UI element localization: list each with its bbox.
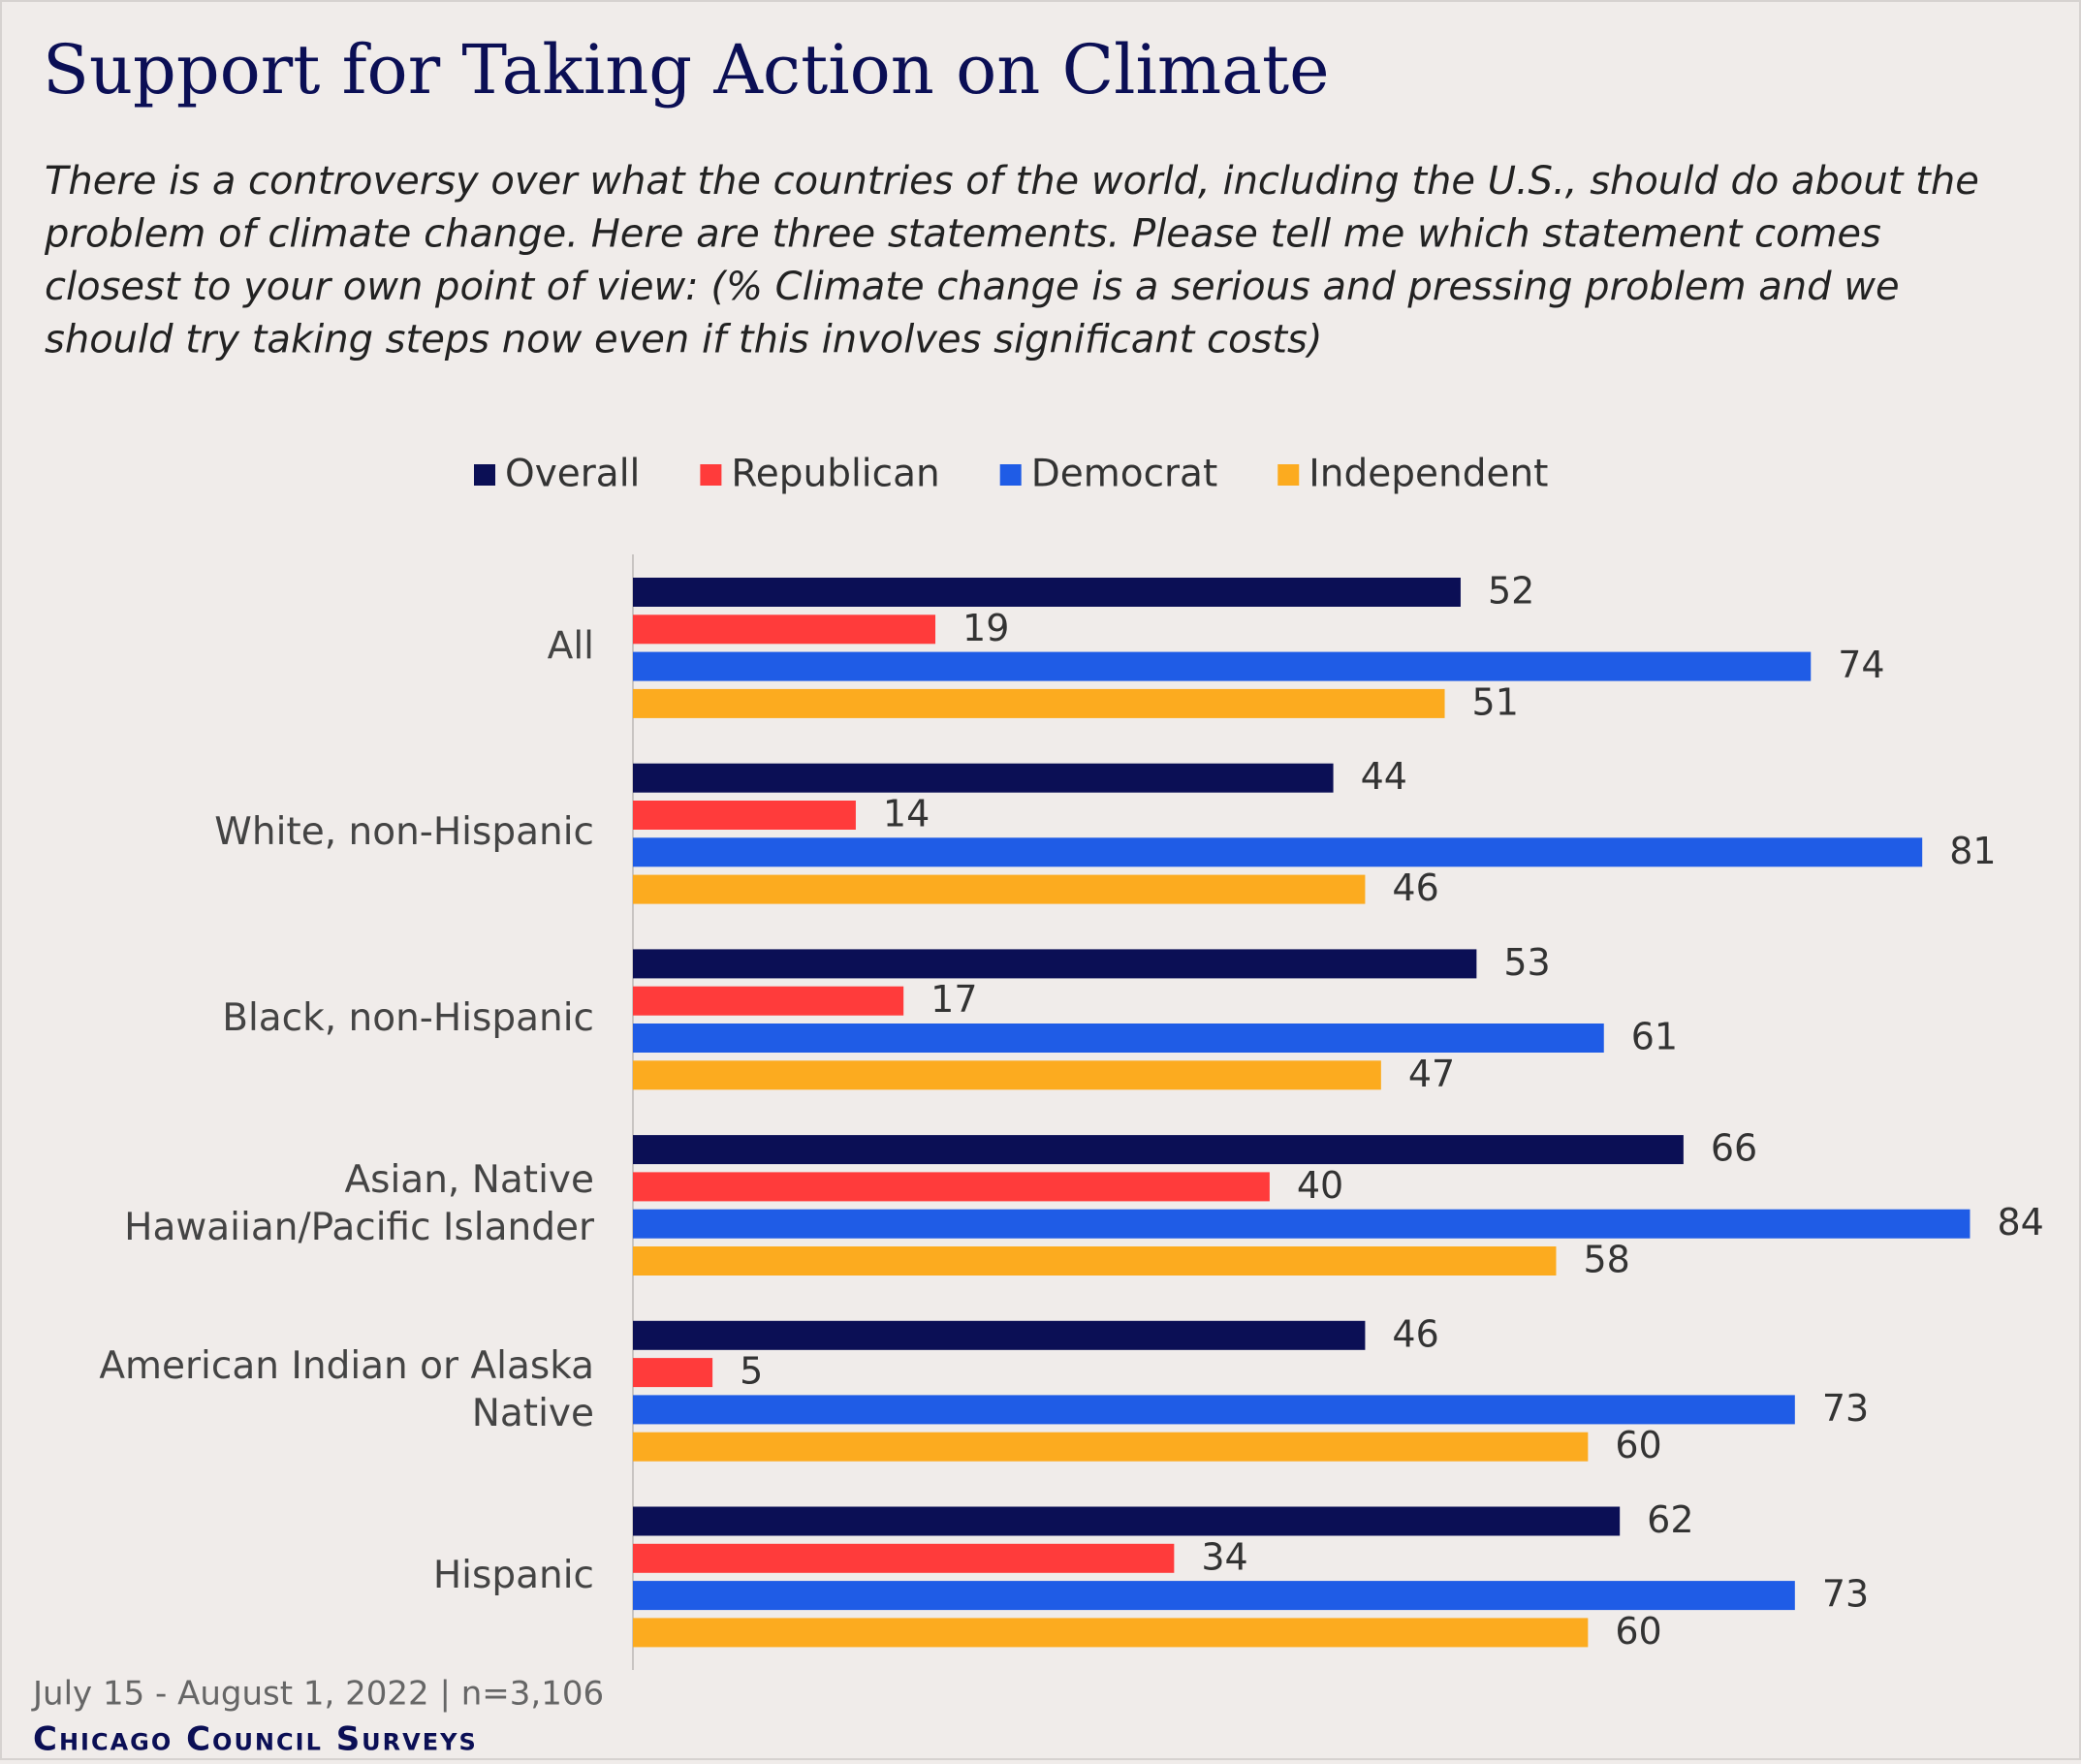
value-label: 60 <box>1615 1610 1661 1653</box>
bar <box>633 1358 713 1388</box>
value-label: 61 <box>1631 1016 1678 1058</box>
legend-label: Independent <box>1309 453 1548 496</box>
value-label: 51 <box>1472 680 1519 723</box>
chart-title: Support for Taking Action on Climate <box>43 30 1330 110</box>
legend-swatch <box>700 464 722 486</box>
legend-swatch <box>474 464 495 486</box>
bar <box>633 578 1461 607</box>
value-label: 52 <box>1488 570 1534 613</box>
note: July 15 - August 1, 2022 | n=3,106 <box>31 1675 604 1714</box>
bar <box>633 1320 1366 1350</box>
value-label: 5 <box>740 1350 763 1393</box>
value-label: 60 <box>1615 1424 1661 1466</box>
source: Chicago Council Surveys <box>33 1720 478 1759</box>
bar <box>633 1432 1589 1462</box>
bar <box>633 688 1445 718</box>
bar <box>633 874 1366 904</box>
legend-swatch <box>1277 464 1300 486</box>
value-label: 47 <box>1408 1053 1455 1095</box>
category-label: White, non-Hispanic <box>214 810 594 854</box>
legend-label: Republican <box>731 453 939 496</box>
value-label: 44 <box>1361 755 1407 798</box>
value-label: 81 <box>1949 830 1996 872</box>
value-label: 46 <box>1392 1312 1438 1355</box>
bar <box>633 1172 1270 1202</box>
bar <box>633 949 1477 979</box>
bar <box>633 1395 1795 1425</box>
value-label: 58 <box>1583 1239 1629 1281</box>
value-label: 74 <box>1838 644 1884 686</box>
legend-label: Overall <box>505 453 640 496</box>
value-label: 17 <box>930 978 977 1021</box>
category-label: American Indian or Alaska Native <box>99 1343 594 1434</box>
value-label: 53 <box>1503 941 1550 984</box>
bar <box>633 801 856 830</box>
bar <box>633 1506 1621 1536</box>
value-label: 66 <box>1711 1127 1757 1170</box>
bar <box>633 763 1334 793</box>
bar <box>633 1060 1381 1090</box>
bar <box>633 837 1923 867</box>
value-label: 19 <box>962 607 1009 649</box>
bar <box>633 1581 1795 1611</box>
legend-swatch <box>999 464 1022 486</box>
value-label: 34 <box>1201 1535 1247 1578</box>
value-label: 14 <box>883 793 930 835</box>
category-label: Hispanic <box>433 1553 594 1596</box>
legend-label: Democrat <box>1031 453 1218 496</box>
bar <box>633 614 936 645</box>
category-label: All <box>548 624 594 668</box>
bar <box>633 1135 1684 1165</box>
bar <box>633 1618 1589 1648</box>
category-label: Black, non-Hispanic <box>222 995 594 1039</box>
value-label: 73 <box>1822 1387 1869 1430</box>
category-label: Asian, Native Hawaiian/Pacific Islander <box>124 1158 595 1249</box>
bar <box>633 986 904 1016</box>
bar <box>633 1209 1971 1239</box>
bar <box>633 1246 1557 1276</box>
value-label: 40 <box>1297 1164 1343 1207</box>
value-label: 84 <box>1997 1201 2043 1244</box>
value-label: 73 <box>1822 1573 1869 1616</box>
bar <box>633 1543 1175 1573</box>
value-label: 62 <box>1647 1498 1693 1541</box>
bar <box>633 1024 1604 1053</box>
chart-subtitle: There is a controversy over what the cou… <box>44 159 1979 362</box>
bar <box>633 651 1812 681</box>
value-label: 46 <box>1392 866 1438 909</box>
